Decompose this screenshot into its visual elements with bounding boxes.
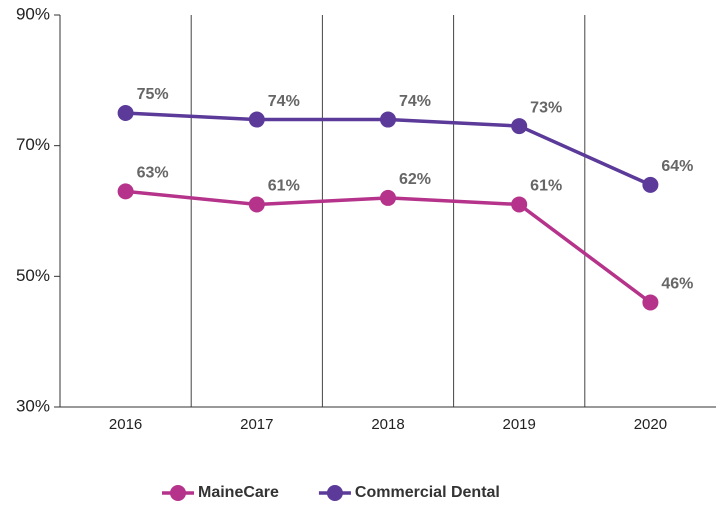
x-tick-label: 2019 [503,416,536,433]
point [117,183,134,200]
value-label: 63% [137,165,169,182]
x-tick-label: 2018 [371,416,404,433]
legend-marker [170,485,186,501]
point [117,105,134,121]
point [248,196,265,213]
point [380,111,396,128]
value-label: 74% [268,93,300,110]
point [642,176,659,193]
x-tick-label: 2020 [634,416,667,433]
value-label: 64% [661,158,693,175]
series-line [125,189,652,304]
point [380,189,396,206]
value-label: 61% [530,178,562,195]
y-tick-label: 70% [16,135,50,154]
value-label: 74% [399,93,431,110]
value-label: 73% [530,99,562,116]
point [642,294,659,311]
point [511,118,528,135]
x-tick-label: 2016 [109,416,142,433]
value-label: 61% [268,178,300,195]
point [511,196,528,213]
value-label: 75% [137,86,169,103]
legend-label: Commercial Dental [355,484,500,501]
y-tick-label: 30% [16,396,50,415]
value-label: 46% [661,276,693,293]
y-tick-label: 50% [16,266,50,285]
legend-label: MaineCare [198,484,279,501]
value-label: 62% [399,171,431,188]
y-tick-label: 90% [16,4,50,23]
x-tick-label: 2017 [240,416,273,433]
legend-marker [326,485,343,501]
point [248,111,265,128]
